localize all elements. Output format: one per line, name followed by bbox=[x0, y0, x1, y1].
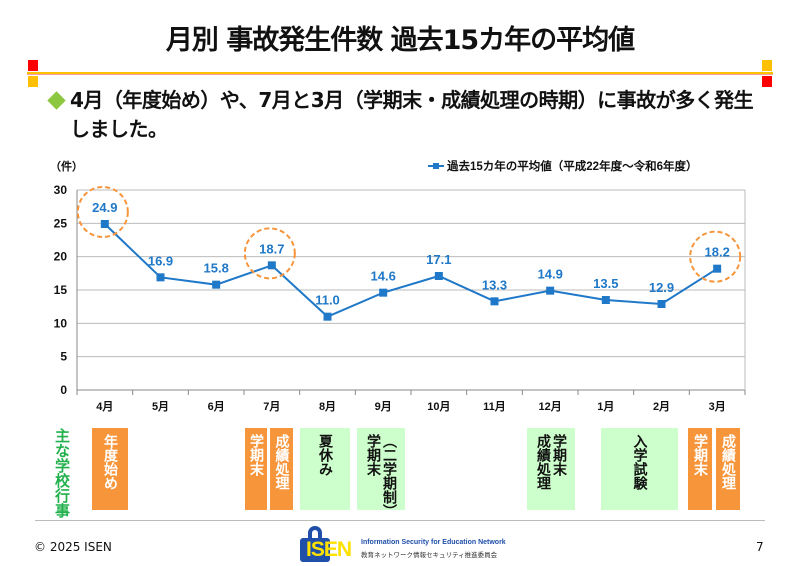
series-line bbox=[104, 223, 718, 318]
x-tick-label: 10月 bbox=[427, 400, 450, 413]
divider bbox=[27, 74, 773, 75]
line-chart: 0 5 10 15 20 25 30 （件） 過去15カ年の平均値（平成22年度～令和6年度） 4… bbox=[50, 159, 746, 413]
x-tick-label: 1月 bbox=[597, 400, 614, 413]
data-label: 13.5 bbox=[593, 276, 618, 291]
events-label: 主な学校行事 bbox=[53, 428, 71, 518]
highlight-circle bbox=[76, 186, 129, 238]
event-box: 学期末 bbox=[245, 428, 267, 510]
data-label: 18.7 bbox=[259, 241, 284, 256]
event-box: 学期末 成績処理 bbox=[527, 428, 575, 510]
logo-jp: 教育ネットワーク情報セキュリティ推進委員会 bbox=[361, 551, 498, 559]
x-tick-label: 3月 bbox=[709, 400, 726, 413]
x-tick-label: 6月 bbox=[208, 400, 225, 413]
event-box: 年度始め bbox=[92, 428, 128, 510]
event-box: （二学期制） 学期末 bbox=[357, 428, 405, 518]
data-label: 16.9 bbox=[148, 253, 173, 268]
data-point bbox=[100, 220, 109, 228]
x-tick-label: 5月 bbox=[152, 400, 169, 413]
x-tick-label: 4月 bbox=[96, 400, 113, 413]
event-box: 成績処理 bbox=[270, 428, 293, 510]
y-tick-label: 20 bbox=[54, 250, 68, 264]
data-point bbox=[323, 312, 332, 321]
y-tick-label: 15 bbox=[54, 283, 68, 297]
data-point bbox=[546, 286, 555, 295]
decor-square bbox=[28, 60, 38, 71]
data-point bbox=[267, 261, 276, 270]
data-label: 14.9 bbox=[538, 267, 563, 282]
event-box: 入学試験 bbox=[601, 428, 678, 510]
data-point bbox=[379, 288, 388, 297]
data-label: 15.8 bbox=[204, 261, 229, 276]
event-box: 学期末 bbox=[688, 428, 712, 510]
legend-marker bbox=[433, 163, 439, 169]
logo-text: ISEN bbox=[306, 538, 352, 561]
data-label: 17.1 bbox=[426, 252, 451, 267]
data-label: 11.0 bbox=[315, 293, 340, 308]
highlight-circle bbox=[689, 230, 742, 283]
data-point bbox=[156, 273, 165, 282]
highlight-circle bbox=[243, 227, 296, 280]
x-tick-label: 7月 bbox=[263, 400, 280, 413]
y-tick-label: 0 bbox=[60, 383, 67, 397]
data-label: 24.9 bbox=[92, 200, 117, 215]
data-point bbox=[657, 300, 666, 308]
data-label: 13.3 bbox=[482, 277, 507, 292]
y-tick-label: 30 bbox=[54, 183, 68, 197]
event-box: 夏休み bbox=[300, 428, 350, 510]
data-point bbox=[434, 272, 443, 280]
page-number: 7 bbox=[756, 540, 764, 554]
x-tick-label: 8月 bbox=[319, 400, 336, 413]
data-point bbox=[490, 297, 499, 306]
y-tick-label: 25 bbox=[54, 216, 68, 230]
decor-square bbox=[762, 60, 772, 71]
y-tick-label: 10 bbox=[54, 316, 68, 330]
x-tick-label: 12月 bbox=[539, 400, 562, 413]
data-point bbox=[601, 296, 610, 304]
decor-square bbox=[28, 76, 38, 87]
x-tick-label: 11月 bbox=[483, 400, 506, 413]
isen-logo: ISEN bbox=[300, 526, 352, 562]
slide-title: 月別 事故発生件数 過去15カ年の平均値 bbox=[165, 25, 635, 56]
event-box: 成績処理 bbox=[716, 428, 740, 510]
copyright: © 2025 ISEN bbox=[34, 540, 112, 554]
data-label: 12.9 bbox=[649, 280, 674, 295]
data-point bbox=[713, 264, 722, 273]
bullet-text: 4月（年度始め）や、7月と3月（学期末・成績処理の時期）に事故が多く発生しました… bbox=[70, 88, 754, 141]
y-axis-label: （件） bbox=[50, 159, 83, 173]
data-label: 18.2 bbox=[705, 245, 730, 260]
divider bbox=[27, 72, 773, 74]
diamond-bullet-icon bbox=[47, 91, 66, 110]
x-tick-label: 9月 bbox=[375, 400, 392, 413]
footer-divider bbox=[35, 520, 765, 521]
logo-en: Information Security for Education Netwo… bbox=[361, 539, 506, 546]
decor-square bbox=[762, 76, 772, 87]
legend-label: 過去15カ年の平均値（平成22年度～令和6年度） bbox=[446, 159, 697, 173]
y-tick-label: 5 bbox=[60, 350, 67, 364]
data-label: 14.6 bbox=[371, 269, 396, 284]
x-tick-label: 2月 bbox=[653, 400, 670, 413]
data-point bbox=[212, 280, 221, 289]
